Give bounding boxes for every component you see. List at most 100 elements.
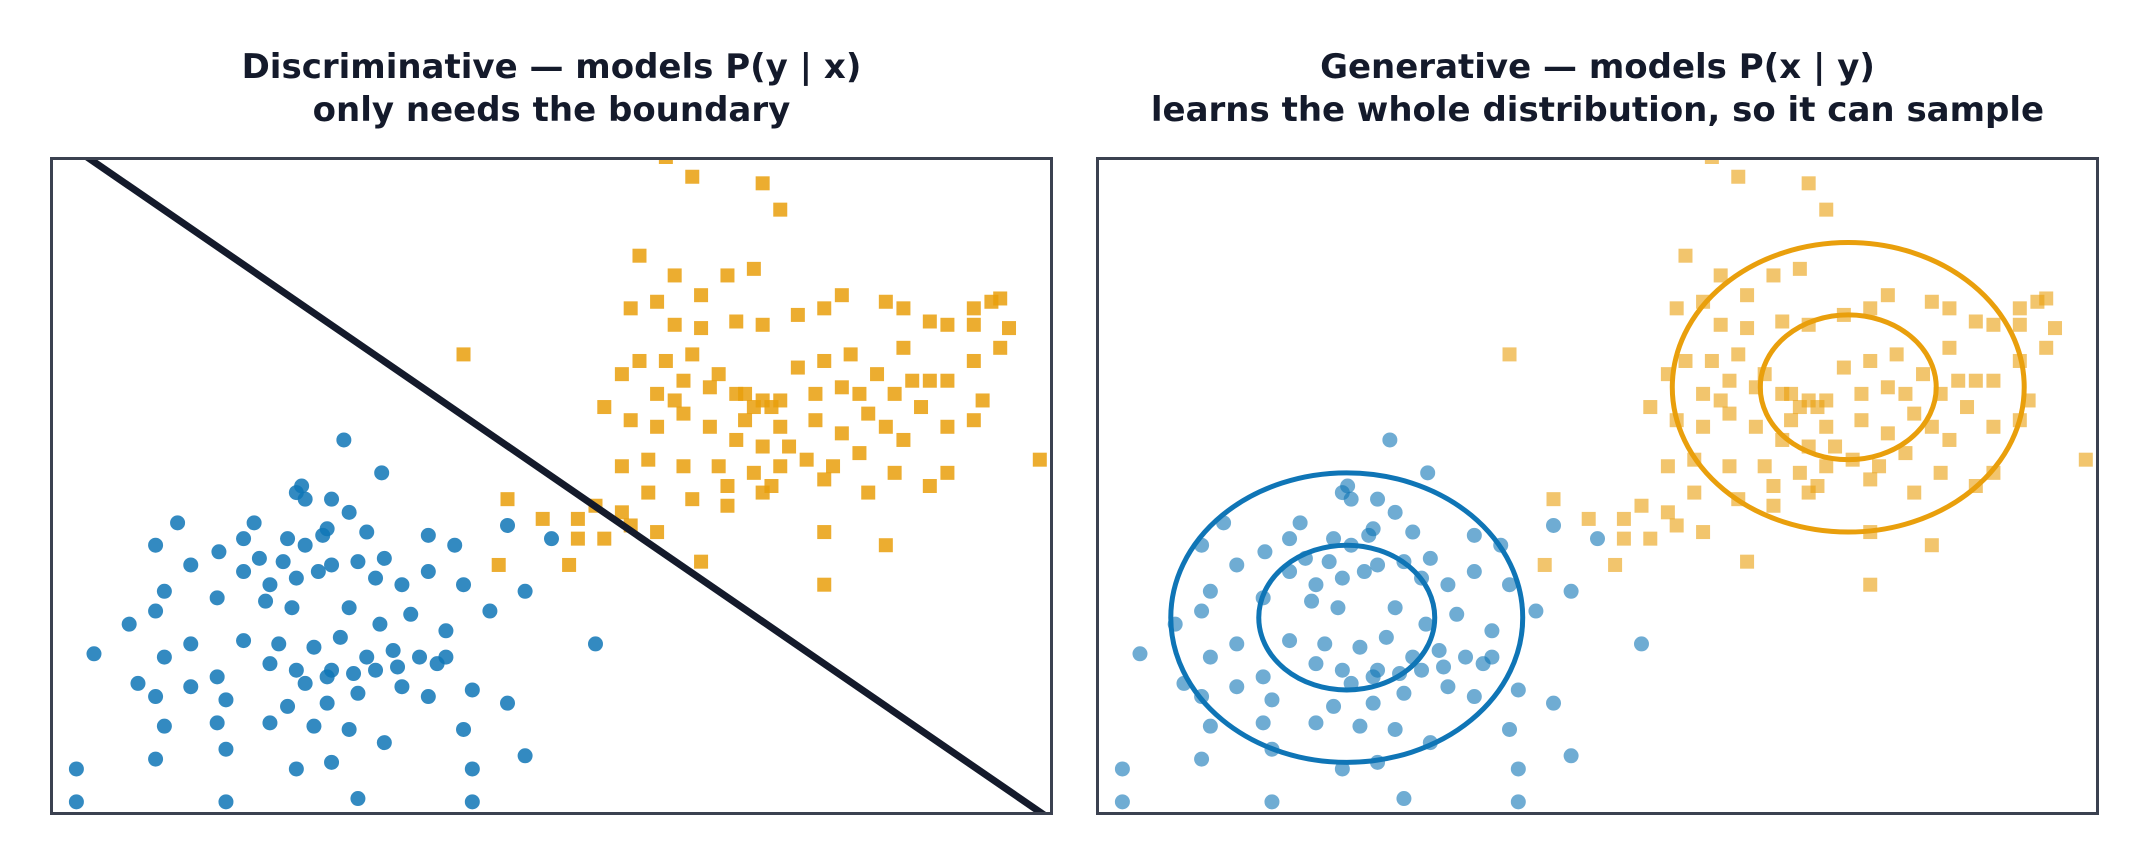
point-class-a (1436, 659, 1452, 675)
point-class-b (755, 176, 770, 191)
point-class-b (641, 485, 656, 500)
point-class-a (183, 636, 199, 652)
point-class-b (764, 400, 779, 415)
point-class-b (738, 386, 753, 401)
point-class-a (324, 754, 340, 770)
point-class-b (650, 419, 665, 434)
point-class-a (324, 557, 340, 573)
point-class-b (808, 413, 823, 428)
point-class-a (346, 666, 362, 682)
point-class-b (1696, 525, 1711, 540)
point-class-a (1202, 583, 1218, 599)
point-class-b (1713, 393, 1728, 408)
point-class-a (1361, 527, 1377, 543)
point-class-a (394, 577, 410, 593)
point-class-a (1352, 639, 1368, 655)
point-class-a (1510, 761, 1526, 777)
point-class-a (1292, 515, 1308, 531)
point-class-b (878, 538, 893, 553)
point-class-a (1356, 564, 1372, 580)
point-class-b (1660, 505, 1675, 520)
point-class-b (817, 577, 832, 592)
point-class-b (922, 479, 937, 493)
point-class-b (694, 288, 709, 303)
point-class-a (183, 557, 199, 573)
point-class-a (236, 564, 252, 580)
point-class-b (1960, 400, 1975, 415)
point-class-b (861, 485, 876, 500)
point-class-a (1308, 656, 1324, 672)
point-class-a (262, 656, 278, 672)
point-class-b (1678, 353, 1693, 368)
point-class-b (1704, 157, 1719, 164)
density-contour-class-a (1168, 470, 1526, 765)
point-class-b (834, 288, 849, 303)
point-class-b (1942, 432, 1957, 447)
point-class-a (385, 643, 401, 658)
point-class-b (1696, 419, 1711, 434)
point-class-b (993, 291, 1008, 306)
point-class-b (1942, 340, 1957, 355)
point-class-b (658, 157, 673, 164)
point-class-a (288, 761, 304, 777)
density-contour-class-b (1757, 312, 1939, 463)
point-class-b (1002, 321, 1017, 336)
point-class-b (614, 505, 629, 520)
point-class-a (447, 537, 463, 553)
point-class-a (1546, 695, 1562, 711)
point-class-b (843, 347, 858, 362)
point-class-a (1114, 794, 1130, 810)
point-class-a (246, 515, 262, 531)
point-class-a (1405, 524, 1421, 540)
point-class-a (130, 675, 146, 691)
point-class-b (1863, 472, 1878, 487)
point-class-a (1343, 491, 1359, 507)
point-class-b (861, 406, 876, 421)
point-class-a (544, 531, 559, 547)
point-class-b (1968, 314, 1983, 329)
point-class-b (2012, 317, 2027, 332)
point-class-a (1502, 721, 1518, 737)
point-class-a (1229, 636, 1245, 652)
point-class-b (1792, 261, 1807, 276)
point-class-b (940, 419, 955, 434)
point-class-b (1801, 176, 1816, 191)
point-class-b (1863, 577, 1878, 592)
point-class-a (1466, 527, 1482, 543)
point-class-a (218, 741, 234, 757)
point-class-b (694, 321, 709, 336)
point-class-b (940, 373, 955, 388)
point-class-b (685, 169, 700, 184)
point-class-a (148, 689, 164, 705)
point-class-a (310, 564, 326, 580)
point-class-b (1669, 518, 1684, 533)
point-class-a (1387, 600, 1403, 616)
point-class-a (236, 531, 252, 547)
right-chart-title: Generative — models P(x | y) learns the … (1096, 46, 2099, 132)
point-class-b (500, 492, 515, 507)
point-class-b (1854, 386, 1869, 401)
point-class-a (262, 715, 278, 731)
point-class-b (746, 261, 761, 276)
point-class-b (1828, 439, 1843, 454)
point-class-b (966, 301, 981, 316)
point-class-b (817, 472, 832, 487)
point-class-a (288, 570, 304, 586)
point-class-a (372, 616, 388, 632)
point-class-a (148, 537, 164, 553)
point-class-b (975, 393, 990, 408)
point-class-b (1942, 301, 1957, 316)
point-class-b (720, 498, 735, 513)
point-class-b (905, 373, 920, 388)
point-class-a (350, 554, 366, 570)
point-class-b (773, 459, 788, 474)
point-class-b (896, 432, 911, 447)
point-class-b (650, 386, 665, 401)
point-class-a (315, 527, 331, 543)
point-class-b (773, 202, 788, 217)
point-class-b (632, 248, 647, 263)
point-class-b (491, 557, 506, 572)
point-class-a (148, 751, 164, 767)
point-class-a (1343, 675, 1359, 691)
point-class-b (1916, 367, 1931, 382)
